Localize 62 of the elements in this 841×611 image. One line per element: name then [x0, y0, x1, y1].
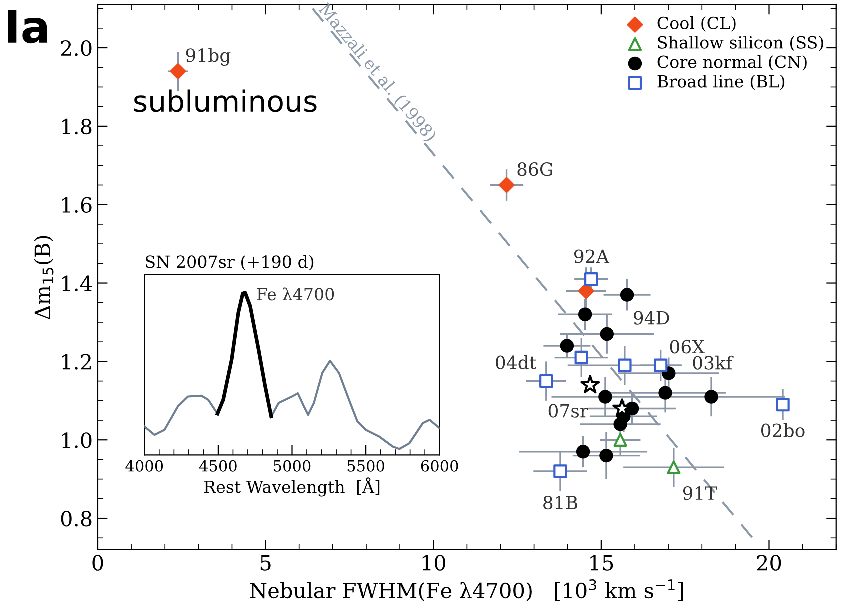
annotation: 92A — [574, 250, 610, 264]
point — [554, 464, 568, 478]
annotation: 07sr — [548, 404, 589, 418]
x-tick-label: 5500 — [348, 460, 384, 472]
x-tick-label: 10 — [422, 555, 446, 571]
point — [654, 358, 668, 372]
x-tick-label: 4500 — [199, 460, 237, 472]
point — [620, 288, 634, 302]
point — [600, 327, 614, 342]
annotation: 91T — [683, 486, 718, 500]
annotation: 86G — [518, 162, 552, 176]
x-tick-label: 4000 — [126, 460, 164, 472]
point — [576, 445, 590, 459]
annotation: 03kf — [693, 356, 734, 370]
point — [614, 433, 628, 447]
point — [580, 375, 600, 394]
point — [600, 448, 614, 463]
y-tick-label: 1.2 — [62, 354, 92, 370]
point — [598, 390, 612, 404]
annotation: 04dt — [496, 355, 537, 370]
annotation: 94D — [634, 311, 670, 325]
point — [704, 390, 718, 404]
x-axis-title: Nebular FWHM(Fe λ4700) [10$^{3}$ km s$^{−1}$] — [250, 579, 684, 602]
legend-label: Cool (CL) — [658, 16, 736, 32]
y-tick-label: 1.4 — [62, 276, 92, 292]
annotation: Fe λ4700 — [257, 288, 334, 301]
text: Ia — [8, 10, 48, 44]
x-tick-label: 5000 — [274, 460, 311, 472]
annotation: 06X — [670, 340, 705, 354]
point — [584, 272, 598, 286]
y-axis-title: Δm$_{15}$(B) — [34, 236, 54, 320]
annotation: 91bg — [186, 48, 231, 66]
x-tick-label: 20 — [757, 555, 782, 571]
legend-label: Broad line (BL) — [658, 74, 785, 90]
x-tick-label: 6000 — [421, 460, 458, 472]
point — [658, 386, 672, 400]
x-tick-label: 5 — [260, 555, 271, 571]
point — [667, 460, 681, 474]
point — [578, 308, 592, 322]
point — [574, 350, 588, 365]
point — [578, 283, 594, 300]
annotation: subluminous — [134, 90, 317, 112]
point — [540, 374, 554, 388]
y-tick-label: 1.0 — [62, 432, 92, 448]
x-tick-label: 15 — [590, 555, 614, 571]
chart-title: SN 2007sr (+190 d) — [146, 255, 314, 271]
x-tick-label: 0 — [92, 555, 104, 571]
point — [614, 418, 628, 432]
y-tick-label: 1.8 — [62, 118, 92, 135]
y-tick-label: 0.8 — [61, 510, 92, 527]
annotation: 81B — [544, 496, 578, 510]
y-tick-label: 1.6 — [62, 197, 92, 214]
point — [776, 398, 790, 412]
legend-label: Shallow silicon (SS) — [658, 36, 824, 52]
point — [170, 64, 186, 80]
point — [618, 358, 632, 372]
annotation: 02bo — [761, 423, 805, 438]
point — [498, 177, 515, 194]
x-axis-title: Rest Wavelength [Å] — [204, 478, 380, 497]
legend-label: Core normal (CN) — [658, 55, 807, 71]
point — [560, 339, 574, 353]
y-tick-label: 2.0 — [61, 40, 92, 56]
